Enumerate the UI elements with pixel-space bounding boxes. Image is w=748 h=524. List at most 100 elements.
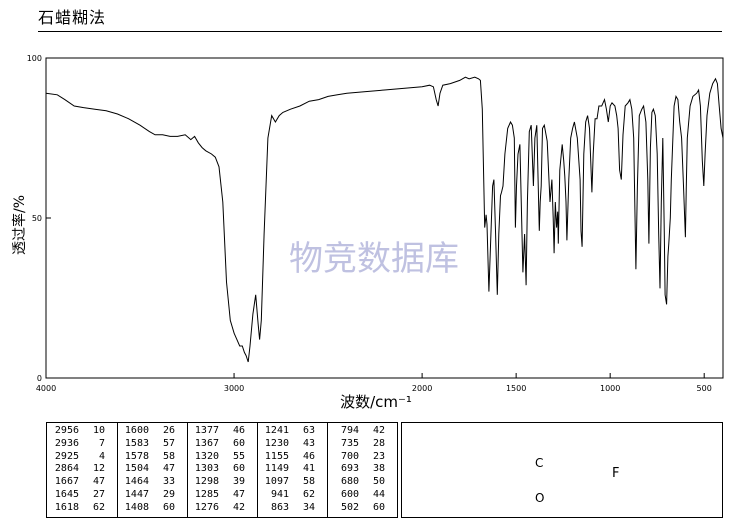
wavenumber-cell: 1645 [54, 488, 79, 500]
y-tick-label: 100 [27, 54, 42, 63]
table-row: 1276 42 [187, 502, 247, 515]
peak-table-column: 794 42 735 28 700 23 693 38 680 50 600 44 502 60 [327, 425, 387, 515]
transmittance-cell: 60 [232, 437, 245, 449]
transmittance-cell: 47 [92, 476, 105, 488]
transmittance-cell: 46 [302, 450, 315, 462]
peak-table-column: 2956 10 2936 7 2925 4 2864 12 1667 47 1645 27 1618 62 [47, 425, 107, 515]
wavenumber-cell: 794 [340, 425, 359, 436]
table-row: 863 34 [257, 502, 317, 515]
transmittance-cell: 23 [372, 450, 385, 462]
wavenumber-cell: 863 [270, 501, 289, 513]
transmittance-cell: 50 [372, 476, 385, 488]
wavenumber-cell: 1241 [264, 425, 289, 436]
transmittance-cell: 28 [372, 437, 385, 449]
x-tick-label: 500 [697, 384, 712, 393]
transmittance-cell: 10 [92, 425, 105, 436]
y-tick-label: 0 [37, 374, 42, 383]
fluorine-label: F [612, 466, 620, 481]
wavenumber-cell: 502 [340, 501, 359, 513]
table-row: 1097 58 [257, 476, 317, 489]
wavenumber-cell: 941 [270, 488, 289, 500]
transmittance-cell: 4 [98, 450, 105, 462]
transmittance-cell: 34 [302, 501, 315, 513]
wavenumber-cell: 1464 [124, 476, 149, 488]
wavenumber-cell: 680 [340, 476, 359, 488]
transmittance-cell: 63 [302, 425, 315, 436]
wavenumber-cell: 1149 [264, 463, 289, 475]
table-column-divider [187, 423, 188, 517]
table-row: 502 60 [327, 502, 387, 515]
table-row: 1504 47 [117, 463, 177, 476]
peak-table: 2956 10 2936 7 2925 4 2864 12 1667 47 1645 27 1618 62… [46, 422, 398, 518]
title-divider [38, 31, 722, 32]
wavenumber-cell: 1298 [194, 476, 219, 488]
transmittance-cell: 62 [92, 501, 105, 513]
transmittance-cell: 27 [92, 488, 105, 500]
x-tick-label: 1000 [600, 384, 620, 393]
wavenumber-cell: 700 [340, 450, 359, 462]
peak-table-column: 1377 46 1367 60 1320 55 1303 60 1298 39 1285 47 1276… [187, 425, 247, 515]
transmittance-cell: 43 [302, 437, 315, 449]
table-row: 1618 62 [47, 502, 107, 515]
wavenumber-cell: 1600 [124, 425, 149, 436]
table-row: 700 23 [327, 451, 387, 464]
transmittance-cell: 39 [232, 476, 245, 488]
table-row: 2956 10 [47, 425, 107, 438]
wavenumber-cell: 2936 [54, 437, 79, 449]
wavenumber-cell: 1408 [124, 501, 149, 513]
table-row: 1303 60 [187, 463, 247, 476]
y-axis-label: 透过率/% [11, 195, 28, 255]
table-row: 1447 29 [117, 489, 177, 502]
peak-table-column: 1241 63 1230 43 1155 46 1149 41 1097 58 941 62 863 34 [257, 425, 317, 515]
molecule-structure [402, 423, 722, 517]
table-row: 1408 60 [117, 502, 177, 515]
wavenumber-cell: 1618 [54, 501, 79, 513]
transmittance-cell: 29 [162, 488, 175, 500]
watermark: 物竞数据库 [289, 239, 459, 279]
table-row: 1230 43 [257, 438, 317, 451]
transmittance-cell: 42 [232, 501, 245, 513]
wavenumber-cell: 1504 [124, 463, 149, 475]
transmittance-cell: 60 [162, 501, 175, 513]
transmittance-cell: 12 [92, 463, 105, 475]
table-row: 735 28 [327, 438, 387, 451]
transmittance-cell: 62 [302, 488, 315, 500]
wavenumber-cell: 1320 [194, 450, 219, 462]
table-row: 1583 57 [117, 438, 177, 451]
table-row: 1320 55 [187, 451, 247, 464]
table-row: 1155 46 [257, 451, 317, 464]
transmittance-cell: 38 [372, 463, 385, 475]
table-row: 1600 26 [117, 425, 177, 438]
wavenumber-cell: 735 [340, 437, 359, 449]
transmittance-cell: 44 [372, 488, 385, 500]
wavenumber-cell: 1276 [194, 501, 219, 513]
wavenumber-cell: 1377 [194, 425, 219, 436]
wavenumber-cell: 1155 [264, 450, 289, 462]
x-tick-label: 1500 [506, 384, 526, 393]
x-axis-ticks: 4000 3000 2000 1500 1000 500 [36, 373, 712, 393]
page-title: 石蜡糊法 [38, 8, 107, 27]
table-row: 794 42 [327, 425, 387, 438]
transmittance-cell: 33 [162, 476, 175, 488]
wavenumber-cell: 1285 [194, 488, 219, 500]
table-row: 1149 41 [257, 463, 317, 476]
transmittance-cell: 26 [162, 425, 175, 436]
table-row: 1298 39 [187, 476, 247, 489]
table-row: 600 44 [327, 489, 387, 502]
table-row: 693 38 [327, 463, 387, 476]
oxygen-label: O [535, 491, 545, 505]
table-row: 1285 47 [187, 489, 247, 502]
x-tick-label: 4000 [36, 384, 56, 393]
x-tick-label: 2000 [412, 384, 432, 393]
transmittance-cell: 47 [232, 488, 245, 500]
wavenumber-cell: 600 [340, 488, 359, 500]
table-row: 1367 60 [187, 438, 247, 451]
table-row: 2936 7 [47, 438, 107, 451]
wavenumber-cell: 1303 [194, 463, 219, 475]
table-column-divider [117, 423, 118, 517]
transmittance-cell: 58 [302, 476, 315, 488]
wavenumber-cell: 1230 [264, 437, 289, 449]
wavenumber-cell: 693 [340, 463, 359, 475]
table-row: 1464 33 [117, 476, 177, 489]
transmittance-cell: 60 [372, 501, 385, 513]
